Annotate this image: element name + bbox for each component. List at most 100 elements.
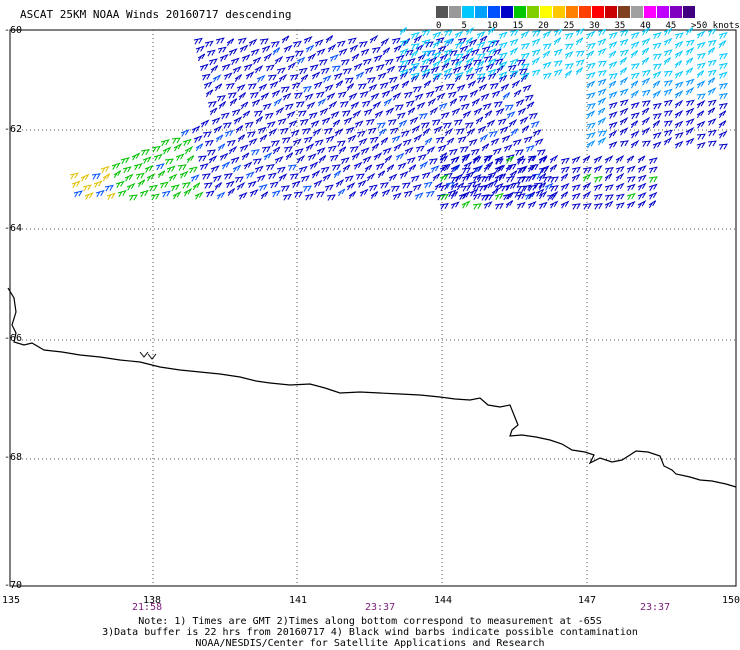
wind-barb xyxy=(423,80,432,89)
wind-barb xyxy=(439,203,449,210)
legend-swatch xyxy=(501,6,513,18)
wind-barb xyxy=(412,86,422,93)
legend-swatch xyxy=(514,6,526,18)
wind-barb xyxy=(619,57,628,66)
wind-barb xyxy=(433,125,443,134)
wind-barb xyxy=(71,180,81,188)
wind-barb xyxy=(214,83,223,92)
wind-barb xyxy=(410,43,420,50)
wind-barb xyxy=(100,165,110,174)
wind-barb xyxy=(520,52,530,60)
wind-barb xyxy=(476,60,485,69)
wind-barb xyxy=(397,162,407,170)
wind-barb xyxy=(181,182,191,189)
wind-barb xyxy=(454,53,464,60)
wind-barb xyxy=(419,160,429,170)
wind-barb xyxy=(648,157,658,165)
wind-barb xyxy=(195,143,204,152)
wind-barb xyxy=(553,48,563,57)
wind-barb xyxy=(240,101,249,110)
wind-barb xyxy=(481,143,490,152)
wind-barb xyxy=(652,63,662,70)
wind-barb xyxy=(505,175,515,183)
wind-barb xyxy=(267,74,277,81)
wind-barb xyxy=(402,38,411,47)
wind-barb xyxy=(190,174,200,182)
wind-barb xyxy=(489,179,499,188)
wind-barb xyxy=(324,184,334,192)
wind-barb xyxy=(575,59,585,67)
wind-barb xyxy=(290,129,300,137)
wind-barb xyxy=(286,110,296,119)
wind-barb xyxy=(619,127,629,136)
wind-barb xyxy=(494,173,504,182)
wind-barb xyxy=(314,139,324,147)
wind-barb xyxy=(215,37,225,45)
wind-barb xyxy=(498,60,508,69)
wind-barb xyxy=(221,161,231,170)
wind-barb xyxy=(483,201,493,209)
wind-barb xyxy=(593,203,603,210)
wind-barb xyxy=(194,191,204,200)
wind-barb xyxy=(532,129,542,137)
wind-barb xyxy=(320,166,330,174)
wind-barb xyxy=(604,200,614,209)
wind-barb xyxy=(279,127,289,135)
wind-barb xyxy=(696,120,706,129)
wind-barb xyxy=(619,99,629,107)
wind-barb xyxy=(215,134,224,143)
wind-barb xyxy=(316,147,326,155)
wind-barb xyxy=(294,148,304,156)
wind-barb xyxy=(663,136,673,146)
wind-barb xyxy=(608,91,618,99)
wind-barb xyxy=(131,152,141,161)
wind-barb xyxy=(498,71,508,79)
wind-barb xyxy=(495,107,505,116)
wind-barb xyxy=(619,76,629,86)
wind-barb xyxy=(423,181,433,189)
wind-barb xyxy=(272,146,281,155)
wind-barb xyxy=(421,50,431,57)
wind-barb xyxy=(527,173,537,182)
wind-barb xyxy=(356,130,366,138)
wind-barb xyxy=(257,126,267,135)
wind-barb xyxy=(162,146,172,155)
wind-barb xyxy=(542,43,552,50)
wind-barb xyxy=(325,35,334,44)
wind-barb xyxy=(450,191,459,200)
wind-barb xyxy=(251,98,261,107)
wind-barb xyxy=(630,89,640,99)
wind-barb xyxy=(202,131,212,138)
wind-barb xyxy=(410,74,420,83)
wind-barb xyxy=(586,122,596,130)
wind-barb xyxy=(509,70,519,77)
wind-barb xyxy=(302,85,312,93)
wind-barb xyxy=(419,65,429,72)
wind-barb xyxy=(560,200,570,209)
wind-barb xyxy=(586,110,596,119)
wind-barb xyxy=(454,41,464,50)
wind-barb xyxy=(383,97,393,107)
wind-barb xyxy=(270,140,280,147)
wind-barb xyxy=(674,32,684,40)
wind-barb xyxy=(104,184,114,192)
wind-barb xyxy=(652,120,661,129)
wind-barb xyxy=(637,165,647,173)
wind-barb xyxy=(308,112,318,120)
wind-barb xyxy=(368,83,378,92)
wind-barb xyxy=(674,90,684,99)
wind-barb xyxy=(224,129,234,138)
wind-barb xyxy=(428,56,438,65)
wind-barb xyxy=(297,110,307,117)
wind-barb xyxy=(346,83,355,92)
wind-barb xyxy=(630,80,639,89)
wind-barb xyxy=(527,191,536,200)
wind-barb xyxy=(450,182,459,191)
wind-barb xyxy=(718,102,728,110)
wind-barb xyxy=(465,37,474,46)
wind-barb xyxy=(509,47,519,56)
wind-barb xyxy=(313,179,323,188)
wind-barb xyxy=(278,73,288,83)
wind-barb xyxy=(275,106,285,116)
wind-barb xyxy=(483,154,493,164)
